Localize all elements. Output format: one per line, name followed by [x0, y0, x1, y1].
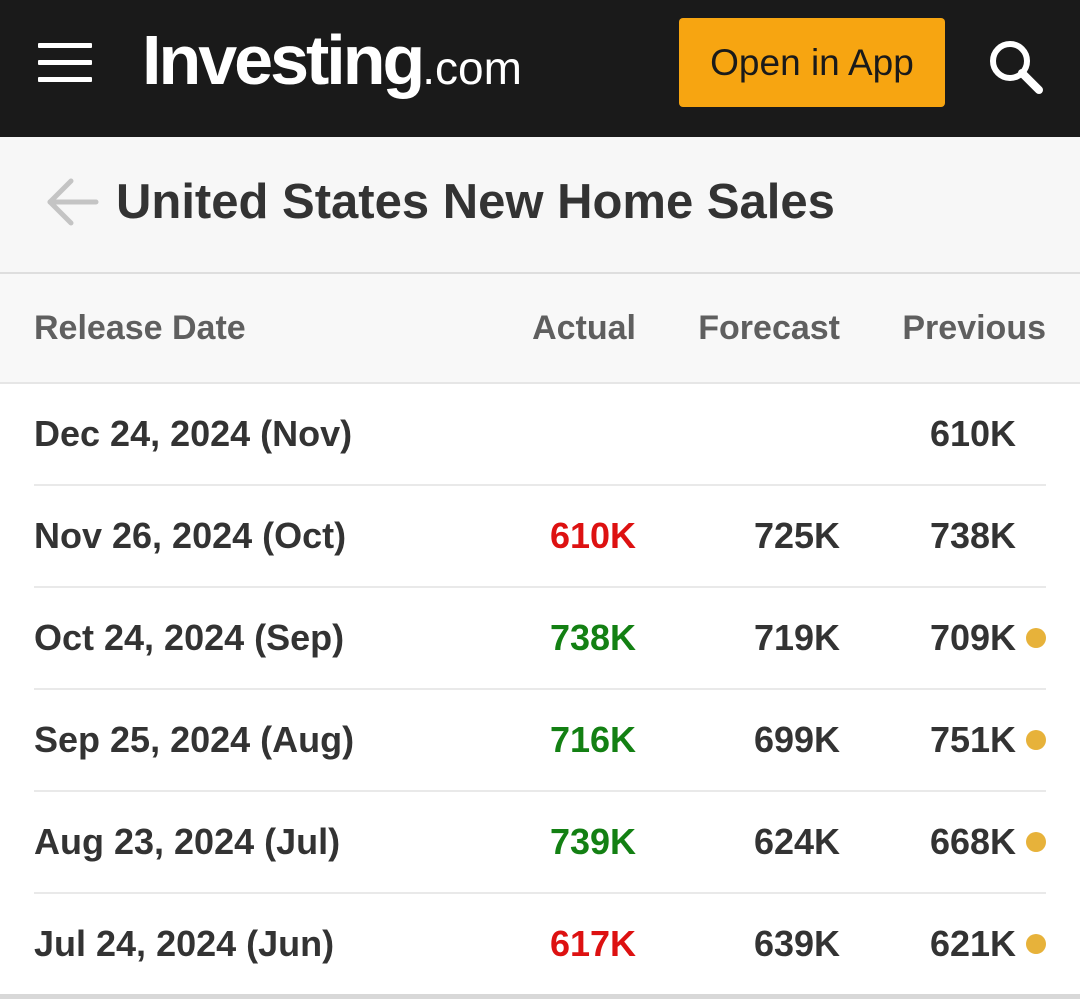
row-divider [34, 892, 1046, 894]
revised-indicator-dot [1026, 424, 1046, 444]
release-date-cell: Nov 26, 2024 (Oct) [34, 515, 347, 556]
previous-value-cell: 751K [929, 719, 1016, 760]
row-divider [34, 484, 1046, 486]
table-row[interactable]: Dec 24, 2024 (Nov) 610K [0, 384, 1080, 486]
page-title: United States New Home Sales [116, 175, 835, 229]
forecast-value-cell: 719K [753, 617, 840, 658]
release-date-cell: Jul 24, 2024 (Jun) [34, 923, 335, 964]
page-title-bar: United States New Home Sales [0, 137, 1080, 274]
back-arrow-icon[interactable] [44, 177, 100, 227]
investing-logo[interactable]: Investing.com [142, 20, 522, 110]
previous-value-cell: 738K [929, 515, 1016, 556]
row-divider [34, 688, 1046, 690]
release-date-cell: Aug 23, 2024 (Jul) [34, 821, 341, 862]
actual-value-cell: 610K [549, 515, 636, 556]
open-in-app-button[interactable]: Open in App [679, 18, 945, 107]
actual-value-cell: 716K [549, 719, 636, 760]
forecast-value-cell: 639K [753, 923, 840, 964]
forecast-value-cell: 725K [753, 515, 840, 556]
header-forecast: Forecast [698, 309, 840, 347]
header-release-date: Release Date [34, 309, 246, 347]
table-row[interactable]: Sep 25, 2024 (Aug) 716K 699K 751K [0, 690, 1080, 792]
search-icon[interactable] [985, 36, 1045, 96]
forecast-value-cell: 699K [753, 719, 840, 760]
revised-indicator-dot [1026, 730, 1046, 750]
previous-value-cell: 621K [929, 923, 1016, 964]
header-previous: Previous [902, 309, 1046, 347]
logo-suffix-text: .com [422, 42, 522, 94]
revised-indicator-dot [1026, 832, 1046, 852]
release-date-cell: Dec 24, 2024 (Nov) [34, 413, 353, 454]
actual-value-cell: 738K [549, 617, 636, 658]
previous-value-cell: 668K [929, 821, 1016, 862]
header-actual: Actual [532, 309, 636, 347]
row-divider [34, 586, 1046, 588]
actual-value-cell: 617K [549, 923, 636, 964]
revised-indicator-dot [1026, 526, 1046, 546]
table-row[interactable]: Aug 23, 2024 (Jul) 739K 624K 668K [0, 792, 1080, 894]
actual-value-cell: 739K [549, 821, 636, 862]
logo-main-text: Investing [142, 21, 425, 99]
release-date-cell: Oct 24, 2024 (Sep) [34, 617, 345, 658]
bottom-divider [0, 994, 1080, 999]
release-date-cell: Sep 25, 2024 (Aug) [34, 719, 355, 760]
top-navigation-bar: Investing.com Open in App [0, 0, 1080, 137]
release-table-body: Dec 24, 2024 (Nov) 610K Nov 26, 2024 (Oc… [0, 384, 1080, 996]
forecast-value-cell: 624K [753, 821, 840, 862]
hamburger-menu-icon[interactable] [38, 43, 92, 83]
previous-value-cell: 610K [929, 413, 1016, 454]
table-row[interactable]: Nov 26, 2024 (Oct) 610K 725K 738K [0, 486, 1080, 588]
table-row[interactable]: Oct 24, 2024 (Sep) 738K 719K 709K [0, 588, 1080, 690]
table-row[interactable]: Jul 24, 2024 (Jun) 617K 639K 621K [0, 894, 1080, 996]
revised-indicator-dot [1026, 934, 1046, 954]
revised-indicator-dot [1026, 628, 1046, 648]
previous-value-cell: 709K [929, 617, 1016, 658]
row-divider [34, 790, 1046, 792]
table-header: Release Date Actual Forecast Previous [0, 274, 1080, 384]
